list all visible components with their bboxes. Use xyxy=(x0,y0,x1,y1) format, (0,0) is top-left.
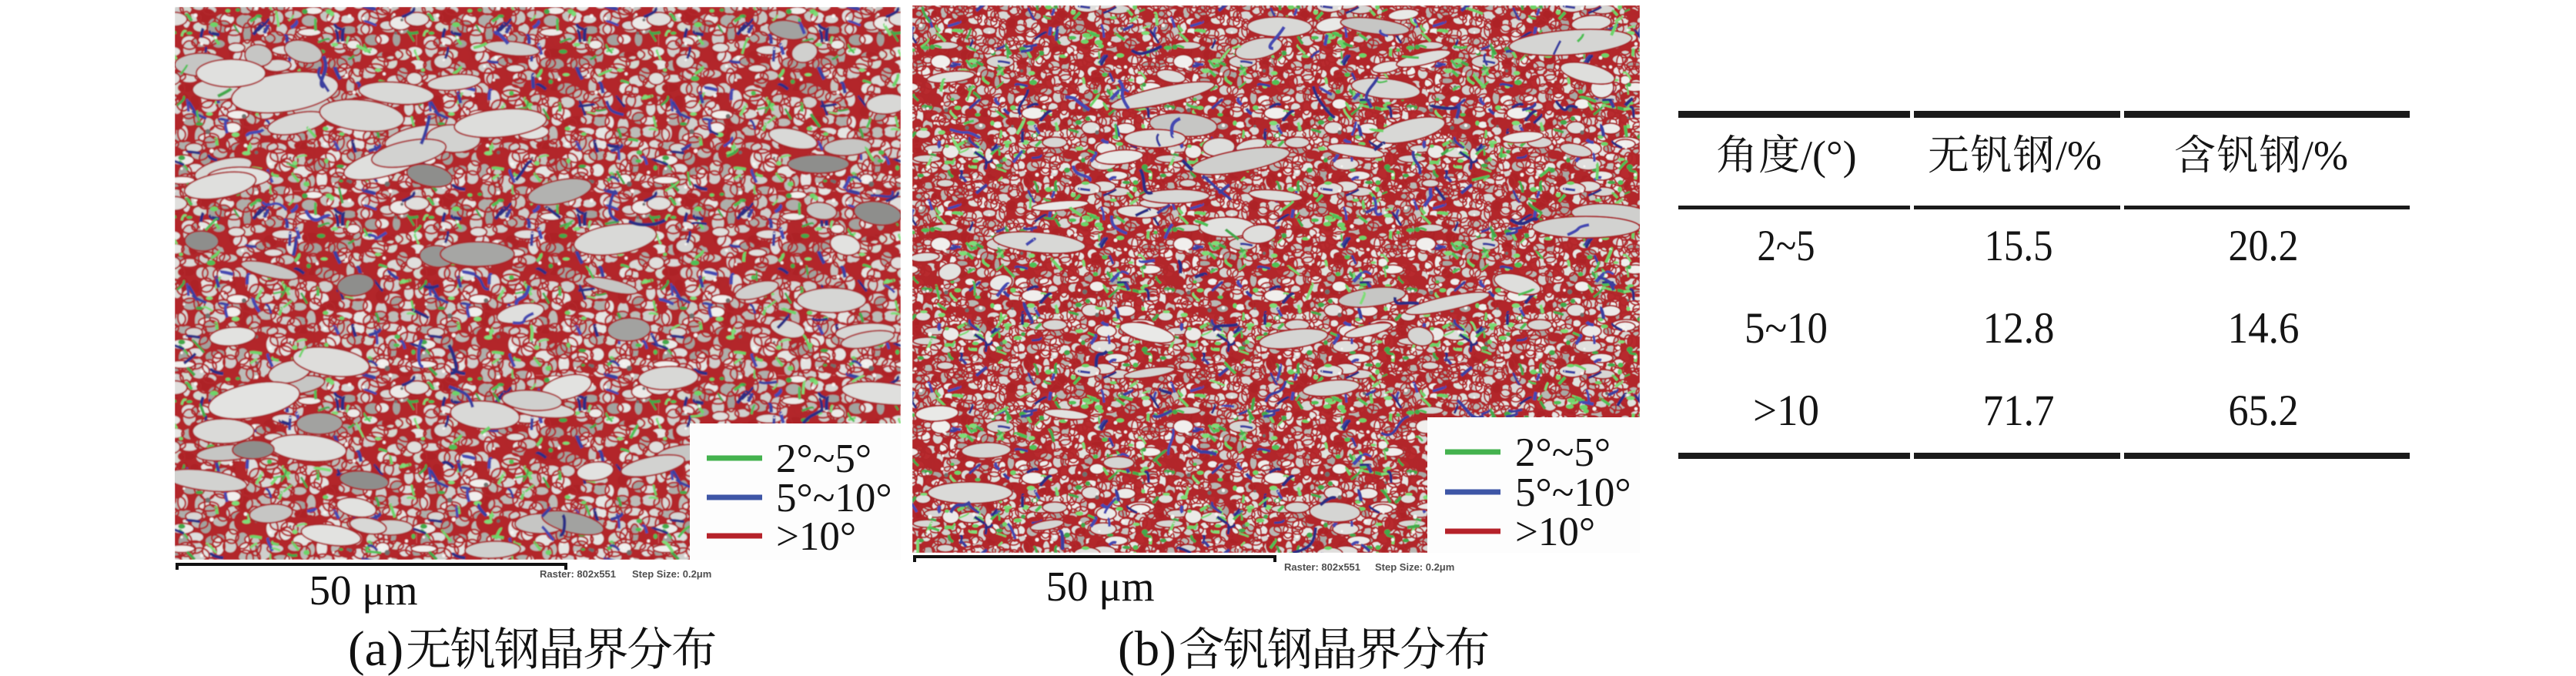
svg-text:15.5: 15.5 xyxy=(1985,222,2053,270)
svg-text:Step Size: 0.2μm: Step Size: 0.2μm xyxy=(1375,561,1454,573)
svg-text:14.6: 14.6 xyxy=(2228,304,2300,353)
svg-text:/(°): /(°) xyxy=(1801,132,1857,179)
svg-text:>10: >10 xyxy=(1753,387,1819,435)
svg-text:71.7: 71.7 xyxy=(1983,387,2055,435)
svg-text:Raster: 802x551: Raster: 802x551 xyxy=(1284,561,1360,573)
svg-text:2°~5°: 2°~5° xyxy=(1515,430,1611,475)
svg-text:>10°: >10° xyxy=(1515,510,1595,553)
svg-text:(b): (b) xyxy=(1118,621,1176,676)
svg-text:>10°: >10° xyxy=(776,514,856,559)
svg-text:20.2: 20.2 xyxy=(2229,222,2299,270)
svg-text:5~10: 5~10 xyxy=(1745,304,1828,353)
svg-text:(a): (a) xyxy=(348,621,403,676)
svg-text:50 μm: 50 μm xyxy=(1045,563,1154,610)
svg-text:2~5: 2~5 xyxy=(1758,222,1815,270)
svg-text:5°~10°: 5°~10° xyxy=(776,476,892,520)
svg-text:50 μm: 50 μm xyxy=(309,567,417,614)
svg-text:/%: /% xyxy=(2302,132,2348,179)
svg-text:Step Size: 0.2μm: Step Size: 0.2μm xyxy=(632,568,711,580)
svg-text:/%: /% xyxy=(2056,132,2102,179)
svg-text:Raster: 802x551: Raster: 802x551 xyxy=(540,568,616,580)
svg-text:12.8: 12.8 xyxy=(1983,304,2055,353)
svg-text:2°~5°: 2°~5° xyxy=(776,437,871,481)
svg-text:65.2: 65.2 xyxy=(2229,387,2299,435)
svg-text:5°~10°: 5°~10° xyxy=(1515,470,1631,515)
